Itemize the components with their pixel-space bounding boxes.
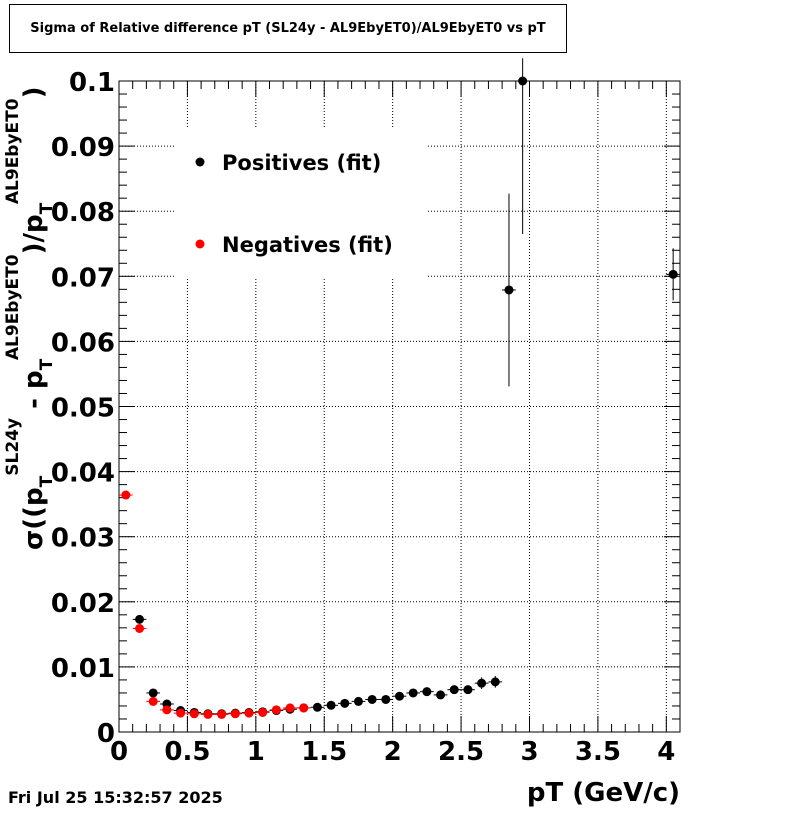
positives-point: [463, 685, 473, 695]
positives-point: [408, 688, 418, 698]
ylabel-sup: AL9EbyET0: [3, 254, 23, 360]
y-axis-label: σ((pTSL24y - pTAL9EbyET0)/pTAL9EbyET0): [3, 87, 57, 550]
ylabel-sub: T: [37, 475, 57, 487]
negatives-point: [271, 705, 281, 715]
positives-point: [367, 694, 377, 704]
positives-point: [395, 691, 404, 701]
positives-point: [449, 685, 459, 695]
ylabel-sup: SL24y: [3, 418, 23, 476]
legend-box: [176, 129, 426, 279]
x-tick-label: 4: [657, 737, 675, 767]
y-tick-label: 0.03: [51, 524, 115, 554]
chart-title-box: Sigma of Relative difference pT (SL24y -…: [9, 4, 567, 53]
positives-point: [326, 700, 336, 710]
negatives-point: [176, 708, 186, 718]
positives-point: [312, 702, 322, 712]
ylabel-suffix: ): [19, 87, 49, 99]
positives-point: [381, 694, 391, 704]
negatives-point: [148, 696, 158, 706]
y-tick-label: 0.07: [51, 263, 115, 293]
legend-label: Negatives (fit): [222, 233, 393, 257]
negatives-point: [258, 707, 268, 717]
positives-point: [518, 76, 528, 86]
y-tick-label: 0.05: [51, 394, 115, 424]
negatives-point: [162, 705, 172, 715]
legend-marker: [195, 239, 205, 249]
positives-point: [422, 687, 432, 697]
legend-marker: [195, 157, 205, 167]
positives-point: [477, 678, 487, 688]
y-tick-label: 0: [97, 719, 115, 749]
negatives-point: [135, 623, 145, 633]
ylabel-mid: - p: [19, 370, 49, 418]
positives-point: [490, 677, 500, 687]
y-tick-label: 0.08: [51, 198, 115, 228]
positives-point: [504, 285, 514, 295]
y-tick-label: 0.09: [51, 133, 115, 163]
negatives-point: [244, 708, 254, 718]
axis-ticks: [118, 80, 681, 733]
positives-point: [436, 690, 446, 700]
x-axis-label: pT (GeV/c): [526, 778, 680, 808]
ylabel-sup: AL9EbyET0: [3, 98, 23, 204]
negatives-point: [189, 709, 199, 719]
legend-label: Positives (fit): [222, 151, 381, 175]
y-tick-label: 0.01: [51, 654, 115, 684]
positives-point: [135, 614, 145, 624]
negatives-point: [217, 709, 227, 719]
timestamp: Fri Jul 25 15:32:57 2025: [8, 788, 223, 807]
ylabel-mid: )/p: [19, 214, 49, 254]
x-tick-label: 2.5: [438, 737, 484, 767]
tick-labels: 0 0.5 1 1.5 2 2.5 3 3.5 4 0 0.01 0.02 0.03 0.04 0.05 0.…: [51, 68, 676, 767]
x-tick-label: 1.5: [301, 737, 347, 767]
y-tick-label: 0.06: [51, 328, 115, 358]
x-tick-label: 3: [520, 737, 538, 767]
negatives-point: [285, 703, 295, 713]
negatives-point: [230, 709, 240, 719]
ylabel-sub: T: [37, 202, 57, 214]
y-tick-label: 0.04: [51, 459, 115, 489]
ylabel-prefix: σ((p: [19, 487, 49, 550]
legend: Positives (fit) Negatives (fit): [176, 129, 426, 279]
ylabel-sub: T: [37, 358, 57, 370]
positives-point: [668, 269, 678, 279]
x-tick-label: 3.5: [575, 737, 621, 767]
data-points: [119, 58, 680, 719]
x-tick-label: 2: [384, 737, 402, 767]
positives-point: [148, 688, 158, 698]
x-tick-label: 0.5: [164, 737, 210, 767]
negatives-point: [121, 490, 131, 500]
y-tick-label: 0.02: [51, 589, 115, 619]
positives-point: [340, 698, 350, 708]
positives-point: [353, 696, 363, 706]
y-label-text: σ((pTSL24y - pTAL9EbyET0)/pTAL9EbyET0): [3, 87, 57, 550]
x-tick-label: 1: [247, 737, 265, 767]
chart-title: Sigma of Relative difference pT (SL24y -…: [30, 21, 546, 36]
y-label-group: σ((pTSL24y - pTAL9EbyET0)/pTAL9EbyET0): [3, 87, 57, 550]
negatives-point: [299, 703, 309, 713]
negatives-point: [203, 709, 213, 719]
y-tick-label: 0.1: [69, 68, 115, 98]
x-tick-label: 0: [110, 737, 128, 767]
